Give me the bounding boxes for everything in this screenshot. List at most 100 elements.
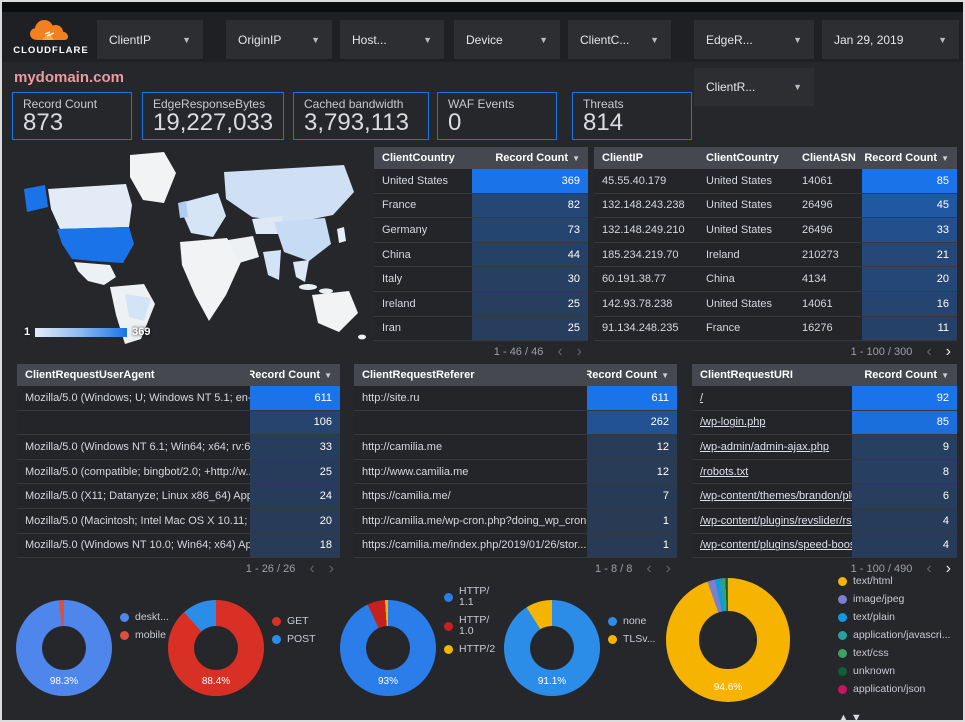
legend-item[interactable]: application/json [838, 684, 950, 695]
next-page-icon: › [665, 560, 671, 578]
next-page-icon[interactable]: › [945, 343, 951, 361]
filter-chip-edger[interactable]: EdgeR... ▼ [694, 20, 814, 59]
scorecard-label: WAF Events [448, 97, 515, 111]
legend-label: none [623, 615, 647, 627]
table-cell: Mozilla/5.0 (Windows NT 6.1; Win64; x64;… [25, 440, 250, 453]
table-cell [17, 411, 250, 435]
legend-item[interactable]: text/css [838, 648, 950, 659]
column-header-record-count[interactable]: Record Count ▼ [852, 369, 957, 381]
record-count-cell: 7 [587, 484, 677, 508]
record-count-cell: 611 [250, 386, 340, 410]
table-row: 60.191.38.77 China 4134 20 [594, 267, 957, 292]
uri-link[interactable]: /wp-content/plugins/speed-booste... [700, 539, 852, 552]
record-count-cell: 85 [862, 169, 957, 193]
world-map[interactable] [12, 145, 372, 352]
next-page-icon[interactable]: › [945, 560, 951, 578]
uri-link[interactable]: /wp-admin/admin-ajax.php [700, 440, 830, 453]
table-row: /wp-content/plugins/revslider/rs-p...4 [692, 508, 957, 534]
chevron-down-icon: ▼ [539, 34, 548, 45]
filter-chip-clientip[interactable]: ClientIP ▼ [97, 20, 203, 59]
legend-item[interactable]: GET [272, 616, 316, 627]
donut-ring-request-method[interactable]: 88.4% [168, 600, 264, 696]
uri-link[interactable]: / [700, 391, 704, 404]
table-cell: Mozilla/5.0 (Macintosh; Intel Mac OS X 1… [25, 514, 250, 527]
legend-scroll-arrows[interactable]: ▲▼ [838, 712, 864, 722]
legend-dot-icon [838, 595, 847, 604]
legend-label: HTTP/ 1.1 [459, 585, 490, 608]
donut-ring-device-type[interactable]: 98.3% [16, 600, 112, 696]
legend-item[interactable]: text/plain [838, 612, 950, 623]
pagination-bar: 1 - 100 / 300 ‹ › [594, 341, 957, 363]
record-count-cell: 9 [852, 435, 957, 459]
column-header-clientrequesturi[interactable]: ClientRequestURI [692, 369, 852, 381]
filter-chip-originip[interactable]: OriginIP ▼ [226, 20, 332, 59]
donut-ring-content-type[interactable]: 94.6% [666, 578, 790, 702]
uri-link[interactable]: /wp-content/themes/brandon/plu... [700, 490, 852, 503]
filter-chip-clientc[interactable]: ClientC... ▼ [568, 20, 671, 59]
legend-item[interactable]: HTTP/ 1.1 [444, 586, 495, 608]
column-header-label: ClientRequestURI [700, 369, 793, 381]
legend-label: image/jpeg [853, 593, 905, 605]
uri-link[interactable]: /robots.txt [700, 465, 749, 478]
record-count-cell: 21 [862, 242, 957, 267]
column-header-record-count[interactable]: Record Count ▼ [472, 152, 588, 164]
column-header-clientrequestreferer[interactable]: ClientRequestReferer [354, 369, 587, 381]
table-row: Iran 25 [374, 316, 588, 342]
donut-ring-tls-version[interactable]: 91.1% [504, 600, 600, 696]
legend-item[interactable]: application/javascri... [838, 630, 950, 641]
filter-chip-device[interactable]: Device ▼ [454, 20, 560, 59]
legend-item[interactable]: image/jpeg [838, 594, 950, 605]
column-header-label: ClientRequestReferer [362, 369, 475, 381]
table-row: Mozilla/5.0 (compatible; bingbot/2.0; +h… [17, 459, 340, 485]
column-header-clientip[interactable]: ClientIP [594, 152, 698, 164]
record-count-cell: 33 [250, 435, 340, 459]
column-header-record-count[interactable]: Record Count ▼ [862, 152, 957, 164]
uri-link[interactable]: /wp-content/plugins/revslider/rs-p... [700, 514, 852, 527]
legend-item[interactable]: TLSv... [608, 634, 655, 645]
legend-item[interactable]: HTTP/2 [444, 644, 495, 655]
legend-item[interactable]: deskt... [120, 612, 169, 623]
table-row: 132.148.243.238 United States 26496 45 [594, 193, 957, 219]
date-range-filter[interactable]: Jan 29, 2019 ▼ [822, 20, 959, 59]
uri-link[interactable]: /wp-login.php [700, 416, 766, 429]
column-header-clientasn[interactable]: ClientASN [794, 152, 862, 164]
legend-item[interactable]: POST [272, 634, 316, 645]
table-cell: 142.93.78.238 [602, 297, 673, 310]
scorecard-label: Threats [583, 97, 624, 111]
scorecard-value: 814 [583, 109, 624, 136]
legend-dot-icon [120, 613, 129, 622]
table-cell: /wp-login.php [692, 411, 852, 435]
table-row: Mozilla/5.0 (Windows NT 6.1; Win64; x64;… [17, 435, 340, 460]
column-header-clientcountry[interactable]: ClientCountry [698, 152, 794, 164]
table-row: https://camilia.me/7 [354, 484, 677, 509]
column-header-clientrequestuseragent[interactable]: ClientRequestUserAgent [17, 369, 250, 381]
scorecard-value: 3,793,113 [304, 109, 409, 136]
donut-ring-http-version[interactable]: 93% [340, 600, 436, 696]
record-count-cell: 4 [852, 533, 957, 558]
donut-legend-request-method: GET POST [272, 616, 316, 645]
map-color-legend: 1 369 [24, 326, 150, 338]
legend-item[interactable]: mobile [120, 630, 169, 641]
legend-item[interactable]: text/html [838, 576, 950, 587]
filter-chip-host[interactable]: Host... ▼ [340, 20, 444, 59]
legend-label: TLSv... [623, 633, 656, 645]
table-cell: 91.134.248.235 [602, 322, 679, 335]
record-count-cell: 262 [587, 410, 677, 435]
pagination-range: 1 - 26 / 26 [245, 563, 296, 576]
record-count-cell: 20 [862, 267, 957, 291]
column-header-clientcountry[interactable]: ClientCountry [374, 152, 472, 164]
legend-item[interactable]: none [608, 616, 655, 627]
filter-chip-clientrequest[interactable]: ClientR... ▼ [694, 68, 814, 106]
column-header-record-count[interactable]: Record Count ▼ [587, 369, 677, 381]
legend-item[interactable]: unknown [838, 666, 950, 677]
column-header-record-count[interactable]: Record Count ▼ [250, 369, 340, 381]
table-cell: 26496 [802, 199, 833, 212]
table-row: 142.93.78.238 United States 14061 16 [594, 291, 957, 317]
table-cell: United States [706, 174, 773, 187]
record-count-cell: 25 [250, 459, 340, 484]
pagination-bar: 1 - 8 / 8 ‹ › [354, 558, 677, 580]
table-header-row: ClientRequestReferer Record Count ▼ [354, 364, 677, 386]
filter-chip-label: OriginIP [238, 32, 282, 47]
legend-item[interactable]: HTTP/ 1.0 [444, 615, 495, 637]
table-row: http://camilia.me/wp-cron.php?doing_wp_c… [354, 508, 677, 534]
